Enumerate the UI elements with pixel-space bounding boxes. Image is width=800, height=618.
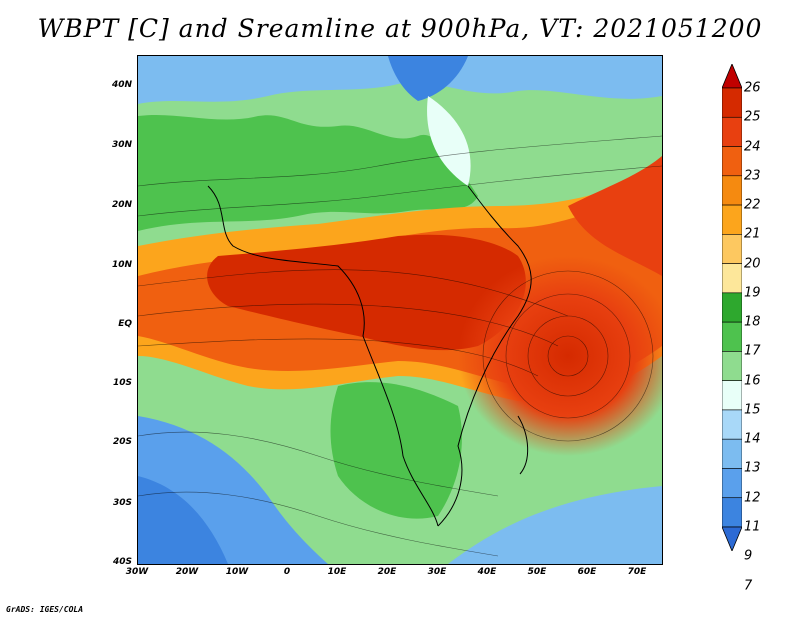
colorbar-top-arrow (722, 64, 742, 89)
colorbar-bottom-arrow (722, 526, 742, 551)
lon-label: 20E (377, 567, 397, 577)
colorbar-label: 23 (744, 168, 761, 184)
lon-label: 20W (175, 567, 199, 577)
lat-label: 20S (112, 437, 132, 447)
colorbar-label: 15 (744, 402, 761, 418)
colorbar-label: 16 (744, 373, 761, 389)
lon-label: 10W (225, 567, 249, 577)
wbpt-field-map (138, 56, 662, 564)
arabian-sea-warm (568, 156, 662, 276)
colorbar-label: 7 (744, 578, 753, 594)
colorbar-label: 14 (744, 431, 761, 447)
colorbar-graphic (722, 64, 742, 551)
north-cold-core (388, 56, 468, 101)
colorbar-segment (722, 409, 742, 440)
colorbar-segment (722, 497, 742, 528)
colorbar-segment (722, 380, 742, 411)
colorbar-segment (722, 263, 742, 294)
sahara-green (138, 114, 478, 231)
lat-label: EQ (118, 319, 132, 329)
lon-label: 0 (283, 567, 291, 577)
map-panel (137, 55, 663, 565)
colorbar-segment (722, 116, 742, 147)
lon-label: 70E (627, 567, 647, 577)
southern-africa-green (330, 382, 462, 519)
colorbar (722, 64, 742, 551)
lat-label: 20N (111, 200, 132, 210)
grads-credit: GrADS: IGES/COLA (6, 605, 84, 614)
lon-label: 30E (427, 567, 447, 577)
colorbar-segment (722, 292, 742, 323)
colorbar-segment (722, 146, 742, 177)
south-atlantic-cold (138, 476, 228, 564)
lat-label: 10S (112, 378, 132, 388)
colorbar-segment (722, 321, 742, 352)
colorbar-segment (722, 87, 742, 118)
colorbar-label: 19 (744, 285, 761, 301)
colorbar-label: 18 (744, 314, 761, 330)
colorbar-label: 12 (744, 490, 761, 506)
south-indian-cool (448, 486, 662, 564)
lat-label: 10N (111, 260, 132, 270)
colorbar-segment (722, 234, 742, 264)
coastlines (207, 185, 532, 527)
colorbar-label: 13 (744, 460, 761, 476)
streamlines (138, 135, 662, 557)
med-light (427, 96, 471, 186)
colorbar-segment (722, 204, 742, 235)
colorbar-label: 17 (744, 343, 761, 359)
plot-title: WBPT [C] and Sreamline at 900hPa, VT: 20… (37, 14, 763, 43)
lon-label: 30W (125, 567, 149, 577)
colorbar-segment (722, 468, 742, 499)
lat-label: 30N (111, 140, 132, 150)
colorbar-label: 24 (744, 139, 761, 155)
colorbar-label: 9 (744, 548, 753, 564)
lon-label: 50E (527, 567, 547, 577)
colorbar-label: 22 (744, 197, 761, 213)
indian-ocean-warm-core (458, 256, 662, 456)
lon-label: 40E (477, 567, 497, 577)
colorbar-segment (722, 438, 742, 469)
colorbar-label: 26 (744, 80, 761, 96)
colorbar-label: 21 (744, 226, 761, 242)
lat-label: 30S (112, 498, 132, 508)
colorbar-segment (722, 351, 742, 381)
lon-label: 60E (577, 567, 597, 577)
colorbar-segment (722, 175, 742, 206)
lat-label: 40S (112, 557, 132, 567)
colorbar-label: 20 (744, 256, 761, 272)
colorbar-label: 25 (744, 109, 761, 125)
lon-label: 10E (327, 567, 347, 577)
colorbar-label: 11 (744, 519, 761, 535)
lat-label: 40N (111, 80, 132, 90)
warm-core-africa (207, 234, 526, 351)
